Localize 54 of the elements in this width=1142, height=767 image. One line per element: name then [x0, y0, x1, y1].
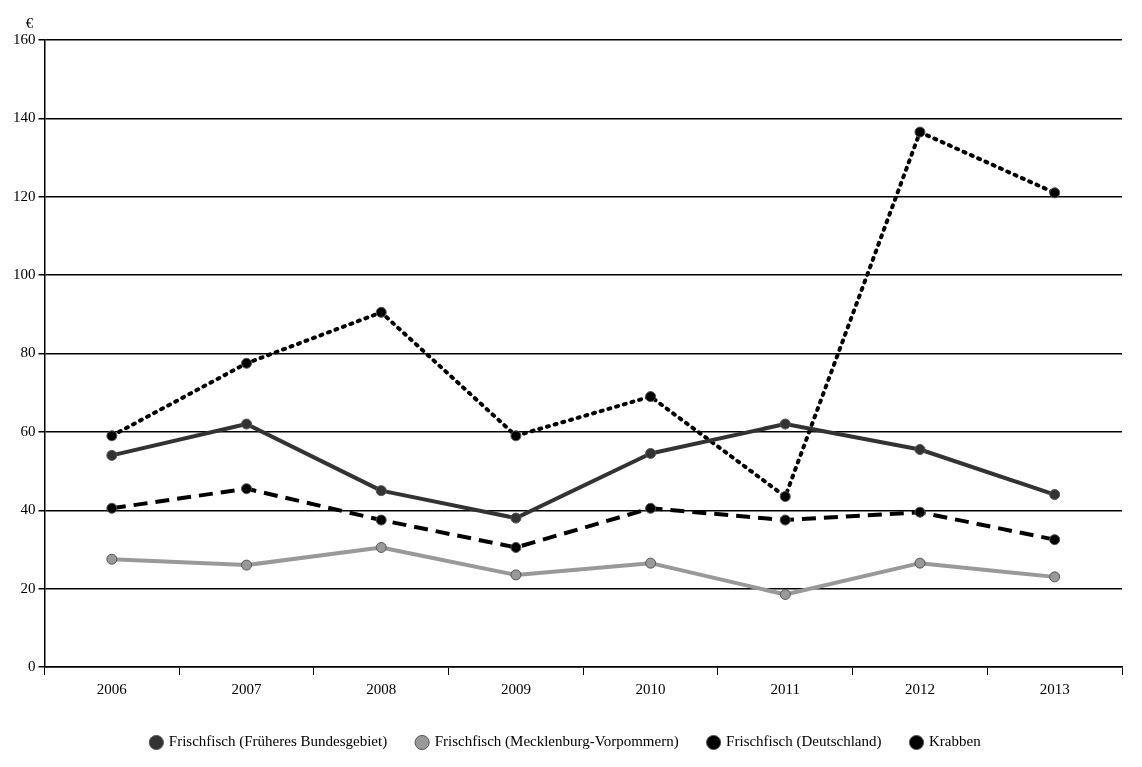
point [510, 430, 522, 442]
point [375, 306, 387, 318]
y-tick-label: 80 [20, 344, 36, 361]
y-tick-label: 120 [13, 187, 36, 204]
point [914, 506, 926, 518]
legend-label: Frischfisch (Mecklenburg-Vorpommern) [434, 733, 679, 751]
point [645, 502, 657, 514]
point [1049, 571, 1061, 583]
point [645, 557, 657, 569]
point [241, 357, 253, 369]
y-axis-title: € [25, 15, 34, 32]
y-tick-label: 20 [20, 579, 36, 596]
point [375, 541, 387, 553]
point [241, 559, 253, 571]
point [914, 126, 926, 138]
point [106, 553, 118, 565]
y-tick-label: 40 [20, 501, 36, 518]
point [241, 418, 253, 430]
y-tick-label: 100 [13, 266, 36, 283]
legend-label: Frischfisch (Früheres Bundesgebiet) [168, 733, 388, 751]
point [1049, 489, 1061, 501]
x-tick-label: 2010 [635, 680, 666, 697]
point [375, 514, 387, 526]
x-tick-label: 2012 [904, 680, 935, 697]
point [241, 483, 253, 495]
x-tick-label: 2009 [500, 680, 531, 697]
point [914, 557, 926, 569]
x-tick-label: 2013 [1039, 680, 1070, 697]
point [779, 589, 791, 600]
point [645, 391, 657, 403]
legend-label: Frischfisch (Deutschland) [726, 733, 882, 751]
point [779, 418, 791, 430]
point [106, 502, 118, 514]
point [510, 569, 522, 581]
x-tick-label: 2007 [231, 680, 263, 697]
point [1049, 187, 1061, 199]
x-tick-label: 2008 [366, 680, 397, 697]
point [106, 430, 118, 442]
y-tick-label: 60 [20, 422, 36, 439]
point [375, 485, 387, 497]
x-tick-label: 2011 [770, 680, 801, 697]
y-tick-label: 0 [28, 657, 36, 674]
y-tick-label: 160 [13, 30, 36, 47]
point [510, 512, 522, 524]
point [645, 447, 657, 459]
point [106, 449, 118, 461]
point [914, 444, 926, 456]
legend-label: Krabben [929, 733, 982, 750]
point [1049, 534, 1061, 546]
point [510, 541, 522, 553]
point [779, 491, 791, 503]
y-tick-label: 140 [13, 109, 36, 126]
x-tick-label: 2006 [96, 680, 128, 697]
point [779, 514, 791, 526]
